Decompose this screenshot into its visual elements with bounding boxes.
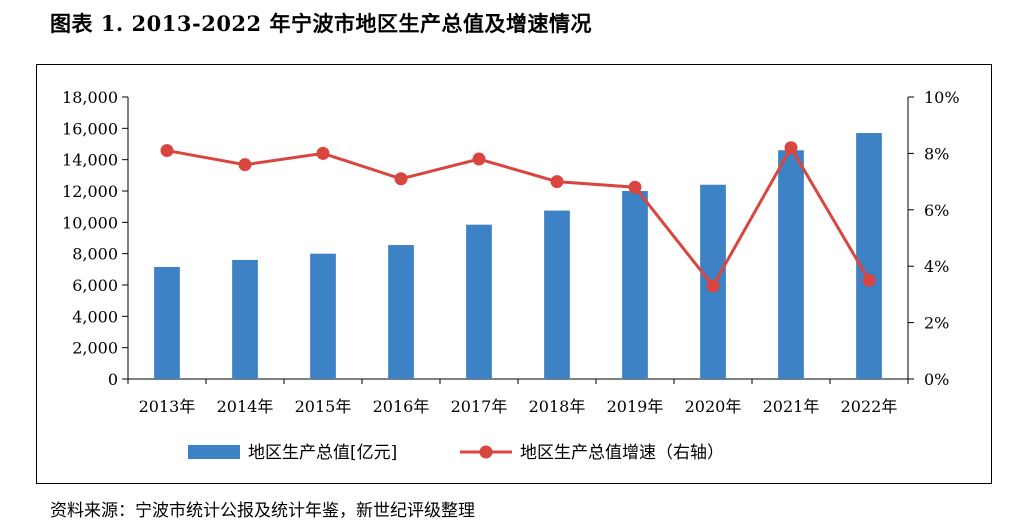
legend-bar-label: 地区生产总值[亿元] [248,443,397,463]
legend-bar-swatch [188,445,240,459]
left-tick-label: 16,000 [62,119,118,138]
bar [154,266,180,379]
growth-marker [160,144,174,158]
left-tick-label: 10,000 [62,213,118,232]
legend-line-marker [479,445,493,459]
x-tick-label: 2013年 [139,397,196,416]
x-tick-label: 2017年 [451,397,508,416]
left-tick-label: 8,000 [72,245,118,264]
bar [778,150,804,379]
x-tick-label: 2019年 [607,397,664,416]
figure-title: 图表 1. 2013-2022 年宁波市地区生产总值及增速情况 [50,11,592,36]
x-tick-label: 2018年 [529,397,586,416]
growth-marker [706,279,720,293]
left-tick-label: 0 [108,370,118,389]
growth-marker [628,180,642,194]
left-tick-label: 12,000 [62,182,118,201]
growth-line [166,144,871,289]
right-tick-label: 4% [924,257,949,276]
bar [388,245,414,379]
source-note: 资料来源：宁波市统计公报及统计年鉴，新世纪评级整理 [50,501,475,521]
left-tick-label: 2,000 [72,339,118,358]
growth-marker [238,158,252,172]
bar [466,224,492,379]
chart-frame [36,64,992,484]
left-tick-label: 6,000 [72,276,118,295]
x-tick-label: 2021年 [763,397,820,416]
growth-marker [472,152,486,166]
x-tick-label: 2015年 [295,397,352,416]
growth-marker [394,172,408,186]
x-tick-label: 2022年 [841,397,898,416]
growth-marker [784,141,798,155]
bar [622,191,648,379]
right-tick-label: 8% [924,144,949,163]
growth-marker [862,273,876,287]
x-tick-label: 2016年 [373,397,430,416]
bar [856,133,882,379]
left-tick-label: 18,000 [62,88,118,107]
left-tick-label: 4,000 [72,307,118,326]
bar [232,259,258,379]
left-tick-label: 14,000 [62,151,118,170]
growth-marker [316,146,330,160]
right-tick-label: 10% [924,88,960,107]
right-tick-label: 6% [924,201,949,220]
bar [310,253,336,379]
growth-marker [550,175,564,189]
x-tick-label: 2014年 [217,397,274,416]
legend-line-label: 地区生产总值增速（右轴） [520,443,724,463]
bar [544,210,570,379]
right-tick-label: 2% [924,314,949,333]
x-tick-label: 2020年 [685,397,742,416]
right-tick-label: 0% [924,370,949,389]
